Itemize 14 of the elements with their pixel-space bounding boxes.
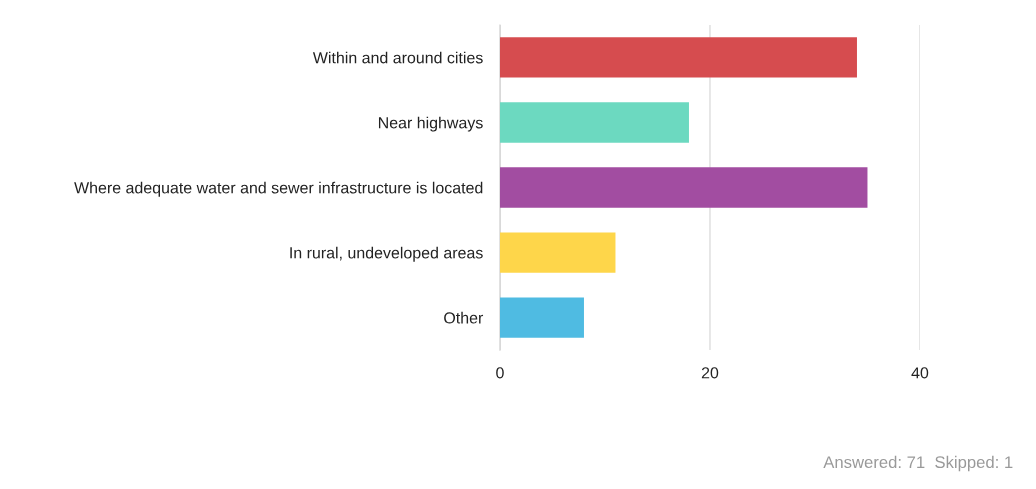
bar	[499, 167, 868, 208]
x-tick-label: 40	[911, 367, 929, 379]
y-tick-label: In rural, undeveloped areas	[290, 246, 483, 262]
x-tick-label: 0	[496, 367, 504, 379]
y-tick-label: Where adequate water and sewer infrastructure is located	[74, 181, 483, 197]
y-tick-label: Near highways	[378, 116, 483, 132]
text: Answered: 71 Skipped: 1	[823, 455, 1013, 472]
y-tick-label: Within and around cities	[312, 51, 483, 64]
x-tick-label: 20	[701, 367, 719, 379]
bar	[499, 297, 584, 338]
y-tick-label: Other	[444, 311, 484, 324]
bar	[499, 102, 689, 143]
bar	[499, 37, 857, 78]
bar	[499, 232, 616, 273]
